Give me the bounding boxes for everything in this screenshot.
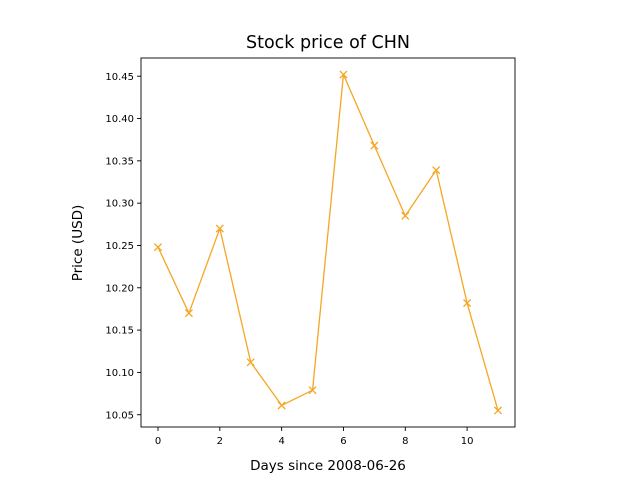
- data-point: [184, 309, 193, 318]
- data-point: [215, 224, 224, 233]
- x-tick-label: 10: [461, 436, 474, 447]
- y-tick-label: 10.05: [105, 410, 134, 421]
- y-tick-label: 10.20: [105, 283, 134, 294]
- y-tick-label: 10.35: [105, 156, 134, 167]
- data-point: [246, 358, 255, 367]
- y-tick-label: 10.25: [105, 241, 134, 252]
- plot-area: 0 2 4 6 8 10 10.05 10.10 10.15 10.20 10.25 10.30 10.…: [105, 57, 516, 447]
- series-line: [157, 73, 499, 411]
- x-tick-label: 2: [217, 436, 223, 447]
- x-tick-label: 6: [340, 436, 346, 447]
- y-tick-label: 10.40: [105, 114, 134, 125]
- y-tick-label: 10.10: [105, 368, 134, 379]
- x-axis-label: Days since 2008-06-26: [250, 458, 406, 474]
- chart-title: Stock price of CHN: [246, 33, 410, 53]
- data-point: [277, 401, 286, 410]
- data-point: [308, 386, 317, 395]
- data-point: [401, 211, 410, 220]
- data-point: [153, 243, 163, 252]
- x-tick-label: 4: [278, 436, 284, 447]
- y-tick-label: 10.45: [105, 72, 134, 83]
- y-axis-label: Price (USD): [70, 205, 86, 282]
- x-tick-label: 8: [402, 436, 408, 447]
- data-point: [493, 406, 503, 415]
- data-point: [432, 166, 441, 175]
- x-tick-label: 0: [155, 436, 161, 447]
- data-point: [339, 70, 348, 79]
- y-tick-label: 10.15: [105, 326, 134, 337]
- data-point: [463, 298, 472, 308]
- plot-frame: [140, 57, 516, 428]
- data-point: [370, 141, 379, 150]
- y-tick-label: 10.30: [105, 199, 134, 210]
